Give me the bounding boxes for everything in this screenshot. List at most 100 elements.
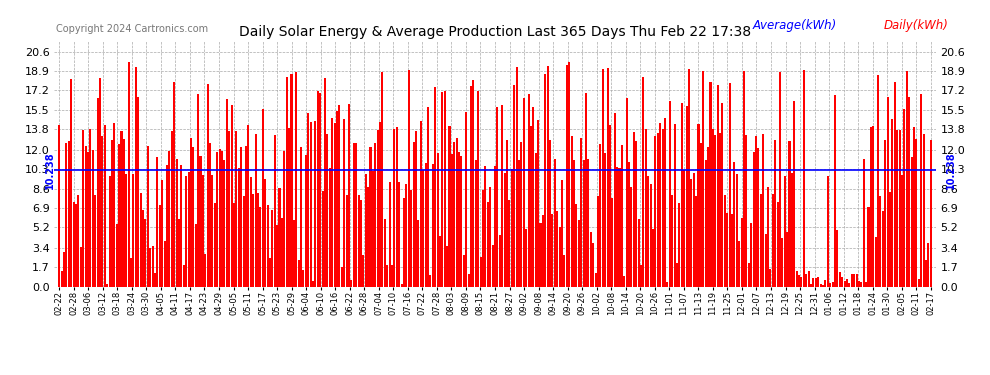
Bar	[925, 260, 927, 287]
Bar	[867, 207, 869, 287]
Bar	[619, 168, 621, 287]
Bar	[511, 169, 513, 287]
Bar	[858, 281, 860, 287]
Bar	[825, 280, 827, 287]
Bar	[533, 107, 535, 287]
Bar	[523, 98, 525, 287]
Bar	[681, 103, 683, 287]
Bar	[575, 204, 577, 287]
Bar	[850, 274, 852, 287]
Bar	[870, 128, 872, 287]
Bar	[334, 123, 336, 287]
Bar	[317, 92, 319, 287]
Bar	[463, 255, 465, 287]
Bar	[891, 119, 893, 287]
Bar	[714, 135, 717, 287]
Bar	[906, 70, 908, 287]
Bar	[243, 196, 245, 287]
Bar	[656, 133, 658, 287]
Bar	[278, 188, 280, 287]
Bar	[448, 126, 450, 287]
Bar	[817, 277, 820, 287]
Bar	[724, 195, 726, 287]
Bar	[774, 140, 776, 287]
Bar	[418, 220, 420, 287]
Bar	[801, 277, 803, 287]
Bar	[410, 190, 412, 287]
Bar	[214, 203, 216, 287]
Bar	[803, 70, 805, 287]
Bar	[254, 134, 256, 287]
Bar	[494, 166, 496, 287]
Bar	[582, 160, 585, 287]
Bar	[415, 131, 417, 287]
Bar	[123, 140, 125, 287]
Bar	[147, 146, 148, 287]
Bar	[224, 160, 226, 287]
Bar	[305, 155, 307, 287]
Bar	[638, 219, 640, 287]
Bar	[546, 66, 548, 287]
Bar	[585, 93, 587, 287]
Bar	[602, 69, 604, 287]
Bar	[570, 136, 572, 287]
Bar	[521, 142, 523, 287]
Text: Daily(kWh): Daily(kWh)	[884, 19, 949, 32]
Bar	[690, 179, 692, 287]
Bar	[755, 136, 757, 287]
Bar	[374, 144, 376, 287]
Bar	[357, 195, 359, 287]
Bar	[484, 166, 486, 287]
Bar	[719, 133, 721, 287]
Bar	[439, 236, 441, 287]
Bar	[202, 175, 204, 287]
Bar	[396, 127, 398, 287]
Bar	[830, 283, 832, 287]
Bar	[212, 175, 214, 287]
Bar	[542, 215, 544, 287]
Bar	[142, 210, 145, 287]
Bar	[717, 85, 719, 287]
Bar	[116, 224, 118, 287]
Bar	[183, 265, 185, 287]
Bar	[58, 125, 60, 287]
Bar	[769, 269, 771, 287]
Bar	[767, 188, 769, 287]
Bar	[72, 202, 74, 287]
Bar	[496, 107, 498, 287]
Bar	[259, 207, 261, 287]
Bar	[430, 275, 432, 287]
Bar	[853, 273, 855, 287]
Bar	[442, 92, 444, 287]
Bar	[364, 174, 366, 287]
Bar	[82, 129, 84, 287]
Bar	[472, 80, 474, 287]
Bar	[408, 70, 410, 287]
Bar	[508, 200, 511, 287]
Bar	[70, 80, 72, 287]
Bar	[386, 265, 388, 287]
Bar	[644, 129, 646, 287]
Bar	[597, 196, 599, 287]
Bar	[63, 252, 65, 287]
Bar	[219, 148, 221, 287]
Bar	[607, 68, 609, 287]
Bar	[339, 105, 341, 287]
Bar	[249, 177, 251, 287]
Bar	[422, 170, 424, 287]
Bar	[887, 98, 889, 287]
Bar	[842, 277, 843, 287]
Bar	[286, 77, 288, 287]
Bar	[60, 271, 62, 287]
Bar	[611, 198, 614, 287]
Bar	[405, 183, 408, 287]
Bar	[506, 140, 508, 287]
Bar	[67, 141, 70, 287]
Bar	[781, 238, 783, 287]
Bar	[834, 94, 836, 287]
Bar	[551, 213, 553, 287]
Bar	[659, 123, 661, 287]
Bar	[111, 140, 113, 287]
Bar	[180, 165, 182, 287]
Bar	[558, 228, 560, 287]
